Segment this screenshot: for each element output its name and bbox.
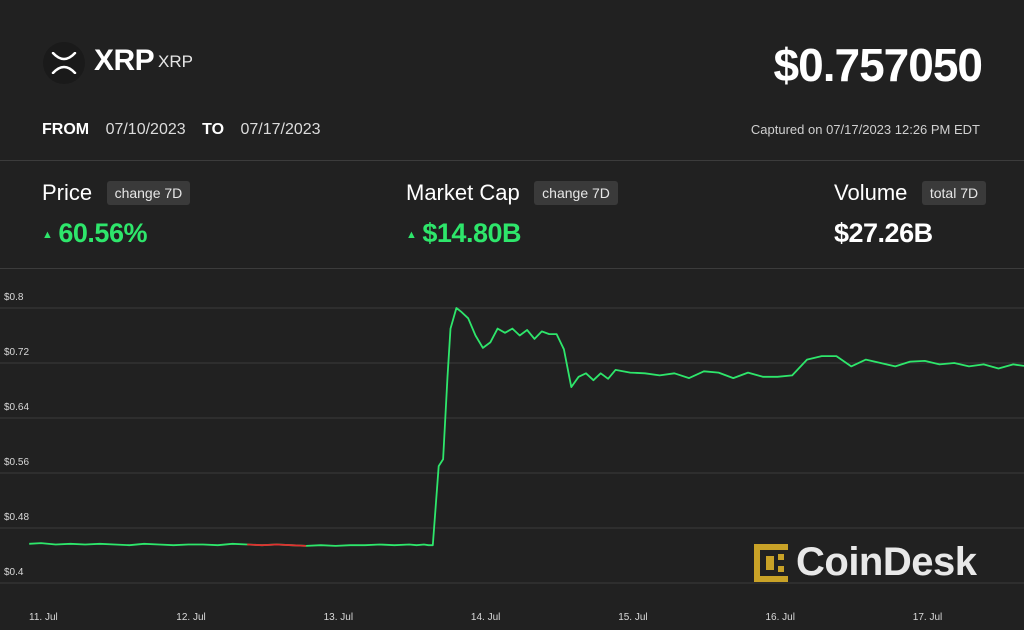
date-range: FROM 07/10/2023 TO 07/17/2023 [42, 121, 333, 139]
price-chart: $0.4 $0.48 $0.56 $0.64 $0.72 $0.8 11. Jul 12. J… [0, 292, 1024, 623]
x-tick-label-3: 14. Jul [471, 612, 500, 623]
captured-timestamp: Captured on 07/17/2023 12:26 PM EDT [750, 122, 980, 137]
x-tick-label-5: 16. Jul [766, 612, 795, 623]
x-tick-label-2: 13. Jul [324, 612, 353, 623]
divider-top [0, 160, 1024, 161]
from-date: 07/10/2023 [105, 121, 186, 138]
coin-symbol: XRP [158, 52, 193, 71]
stat-market-cap-number: $14.80B [422, 218, 521, 248]
xrp-logo-icon [43, 42, 85, 84]
stat-price-value: ▲ 60.56% [42, 218, 190, 249]
stat-price-label: Price [42, 180, 93, 205]
y-tick-label-3: $0.64 [4, 402, 29, 413]
y-tick-label-0: $0.4 [4, 567, 24, 578]
stat-price-number: 60.56% [58, 218, 147, 248]
stat-market-cap-value: ▲ $14.80B [406, 218, 618, 249]
header: XRP XRP $0.757050 FROM 07/10/2023 TO 07/… [0, 0, 1024, 160]
x-tick-label-6: 17. Jul [913, 612, 942, 623]
coindesk-wordmark: CoinDesk [796, 540, 977, 584]
stat-price-tag: change 7D [106, 181, 191, 205]
to-label: TO [202, 121, 225, 138]
stat-volume-tag: total 7D [921, 181, 987, 205]
up-arrow-icon: ▲ [406, 228, 417, 241]
current-price: $0.757050 [773, 39, 983, 91]
coindesk-watermark: CoinDesk [752, 540, 977, 585]
y-tick-label-5: $0.8 [4, 292, 24, 303]
x-tick-label-0: 11. Jul [29, 612, 58, 623]
stat-volume-label: Volume [834, 180, 908, 205]
stat-price: Price change 7D ▲ 60.56% [42, 180, 191, 249]
coin-name: XRP [94, 44, 155, 77]
x-tick-label-1: 12. Jul [176, 612, 205, 623]
coindesk-logo-icon [754, 543, 788, 582]
y-tick-label-1: $0.48 [4, 512, 29, 523]
divider-chart [0, 268, 1024, 269]
stat-market-cap: Market Cap change 7D ▲ $14.80B [406, 180, 618, 249]
to-date: 07/17/2023 [240, 121, 321, 138]
from-label: FROM [42, 121, 90, 138]
stat-volume: Volume total 7D $27.26B [834, 180, 987, 249]
up-arrow-icon: ▲ [42, 228, 53, 241]
y-tick-label-4: $0.72 [4, 347, 29, 358]
y-tick-label-2: $0.56 [4, 457, 29, 468]
price-line-down-segment [247, 543, 307, 547]
stat-market-cap-tag: change 7D [534, 181, 618, 205]
price-line-series [29, 307, 1024, 547]
x-tick-label-4: 15. Jul [618, 612, 647, 623]
stat-volume-value: $27.26B [834, 218, 933, 248]
stat-market-cap-label: Market Cap [406, 180, 520, 205]
